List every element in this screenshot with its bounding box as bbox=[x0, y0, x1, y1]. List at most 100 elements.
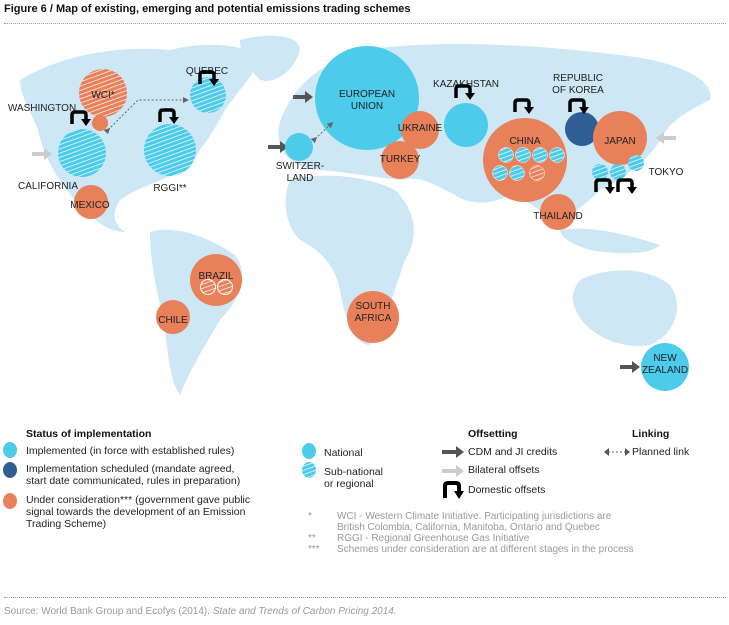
bubble-japan bbox=[593, 111, 647, 165]
label-rggi: RGGI** bbox=[153, 183, 186, 194]
cdm-arrow-icon bbox=[620, 361, 640, 373]
domestic-offset-icon bbox=[454, 84, 475, 100]
bubble-eu bbox=[315, 46, 419, 150]
subnational-label-1: Sub-national bbox=[324, 466, 383, 478]
bubble-turkey bbox=[381, 141, 419, 179]
label-turkey: TURKEY bbox=[380, 154, 421, 165]
australia bbox=[572, 270, 678, 346]
label-wci: WCI* bbox=[91, 90, 114, 101]
bubble-quebec bbox=[190, 77, 226, 113]
national-swatch bbox=[302, 443, 316, 459]
bubble-tokyo bbox=[628, 155, 644, 171]
figure-title: Figure 6 / Map of existing, emerging and… bbox=[4, 3, 411, 15]
planned-link-icon bbox=[604, 448, 630, 456]
bubble-new-zealand bbox=[641, 343, 689, 391]
planned-link-label: Planned link bbox=[632, 446, 690, 458]
note-wci-1: WCI - Western Climate Initiative. Partic… bbox=[337, 511, 612, 522]
national-label: National bbox=[324, 447, 363, 459]
label-tokyo: TOKYO bbox=[649, 167, 684, 178]
cdm-label: CDM and JI credits bbox=[468, 446, 558, 458]
bubble-tokyo bbox=[610, 164, 626, 180]
china-pilot-bubble bbox=[509, 165, 525, 181]
scheduled-swatch bbox=[3, 462, 17, 478]
offset-arrows bbox=[32, 91, 676, 373]
bilateral-arrow-icon bbox=[656, 132, 676, 144]
bilateral-label: Bilateral offsets bbox=[468, 464, 540, 476]
note-rggi: RGGI - Regional Greenhouse Gas Initiativ… bbox=[337, 533, 530, 544]
bilateral-arrow-icon bbox=[442, 465, 464, 477]
divider bbox=[4, 23, 726, 24]
scheduled-label-2: start date communicated, rules in prepar… bbox=[26, 475, 241, 487]
label-south-africa: SOUTH AFRICA bbox=[355, 301, 392, 324]
note-mark: *** bbox=[308, 544, 320, 555]
cdm-arrow-icon bbox=[293, 91, 313, 103]
cdm-arrow-icon bbox=[442, 446, 464, 458]
domestic-offset-icon bbox=[198, 70, 219, 86]
implemented-swatch bbox=[3, 442, 17, 458]
scheme-bubbles bbox=[58, 46, 689, 391]
world-map: EUROPEAN UNION WCI* WASHINGTON CALIFORNIA RGG… bbox=[8, 35, 711, 395]
label-korea: REPUBLIC OF KOREA bbox=[552, 73, 604, 96]
source-text: Source: World Bank Group and Ecofys (201… bbox=[4, 606, 213, 617]
bubble-california bbox=[58, 129, 106, 177]
note-mark: * bbox=[308, 511, 312, 522]
brazil-regional-bubble bbox=[200, 279, 216, 295]
divider bbox=[4, 597, 726, 598]
consideration-label-2: signal towards the development of an Emi… bbox=[26, 506, 246, 518]
domestic-offset-icon bbox=[70, 110, 91, 126]
bubble-kazakhstan bbox=[444, 103, 488, 147]
note-consideration: Schemes under consideration are at diffe… bbox=[337, 544, 634, 555]
greenland bbox=[240, 35, 300, 81]
label-china: CHINA bbox=[509, 136, 540, 147]
domestic-label: Domestic offsets bbox=[468, 484, 546, 496]
brazil-regional-bubble bbox=[217, 279, 233, 295]
label-japan: JAPAN bbox=[604, 136, 636, 147]
consideration-label-1: Under consideration*** (government gave … bbox=[26, 494, 251, 506]
status-heading: Status of implementation bbox=[26, 428, 152, 440]
consideration-swatch bbox=[3, 493, 17, 509]
china-pilot-bubble bbox=[515, 147, 531, 163]
bubble-chile bbox=[156, 300, 190, 334]
scheduled-label-1: Implementation scheduled (mandate agreed… bbox=[26, 463, 235, 475]
china-pilot-bubble bbox=[498, 147, 514, 163]
bubble-tokyo bbox=[592, 164, 608, 180]
note-mark: ** bbox=[308, 533, 316, 544]
domestic-offset-icon bbox=[513, 98, 534, 114]
bubble-ukraine bbox=[401, 111, 439, 149]
bubble-washington bbox=[92, 115, 108, 131]
domestic-offset-icon bbox=[594, 178, 615, 194]
domestic-offset-icon bbox=[616, 178, 637, 194]
label-ukraine: UKRAINE bbox=[398, 123, 443, 134]
china-pilot-bubble bbox=[549, 147, 565, 163]
label-eu: EUROPEAN UNION bbox=[339, 89, 395, 112]
southeast-asia bbox=[560, 228, 660, 254]
linking-heading: Linking bbox=[632, 428, 670, 440]
china-pilot-bubble bbox=[529, 165, 545, 181]
bubble-switzerland bbox=[285, 133, 313, 161]
domestic-offset-icon bbox=[443, 481, 464, 499]
source-title: State and Trends of Carbon Pricing 2014. bbox=[212, 606, 397, 617]
implemented-label: Implemented (in force with established r… bbox=[26, 445, 235, 457]
bubble-korea bbox=[565, 112, 599, 146]
subnational-swatch bbox=[302, 462, 316, 478]
bilateral-arrow-icon bbox=[32, 148, 52, 160]
china-pilot-bubble bbox=[532, 147, 548, 163]
cdm-arrow-icon bbox=[268, 141, 288, 153]
label-california: CALIFORNIA bbox=[18, 181, 78, 192]
note-wci-2: British Colombia, California, Manitoba, … bbox=[337, 522, 600, 533]
label-thailand: THAILAND bbox=[533, 211, 582, 222]
source-note: Source: World Bank Group and Ecofys (201… bbox=[4, 606, 397, 617]
bubble-rggi bbox=[144, 124, 196, 176]
bubble-south-africa bbox=[347, 291, 399, 343]
bubble-thailand bbox=[540, 194, 576, 230]
domestic-offset-icon bbox=[568, 98, 589, 114]
consideration-label-3: Trading Scheme) bbox=[26, 518, 107, 530]
label-switzerland: SWITZER-LAND bbox=[276, 161, 324, 184]
bubble-mexico bbox=[74, 185, 108, 219]
label-washington: WASHINGTON bbox=[8, 103, 76, 114]
subnational-label-2: or regional bbox=[324, 478, 374, 490]
label-mexico: MEXICO bbox=[70, 200, 110, 211]
label-new-zealand: NEW ZEALAND bbox=[642, 353, 688, 376]
label-chile: CHILE bbox=[158, 315, 188, 326]
